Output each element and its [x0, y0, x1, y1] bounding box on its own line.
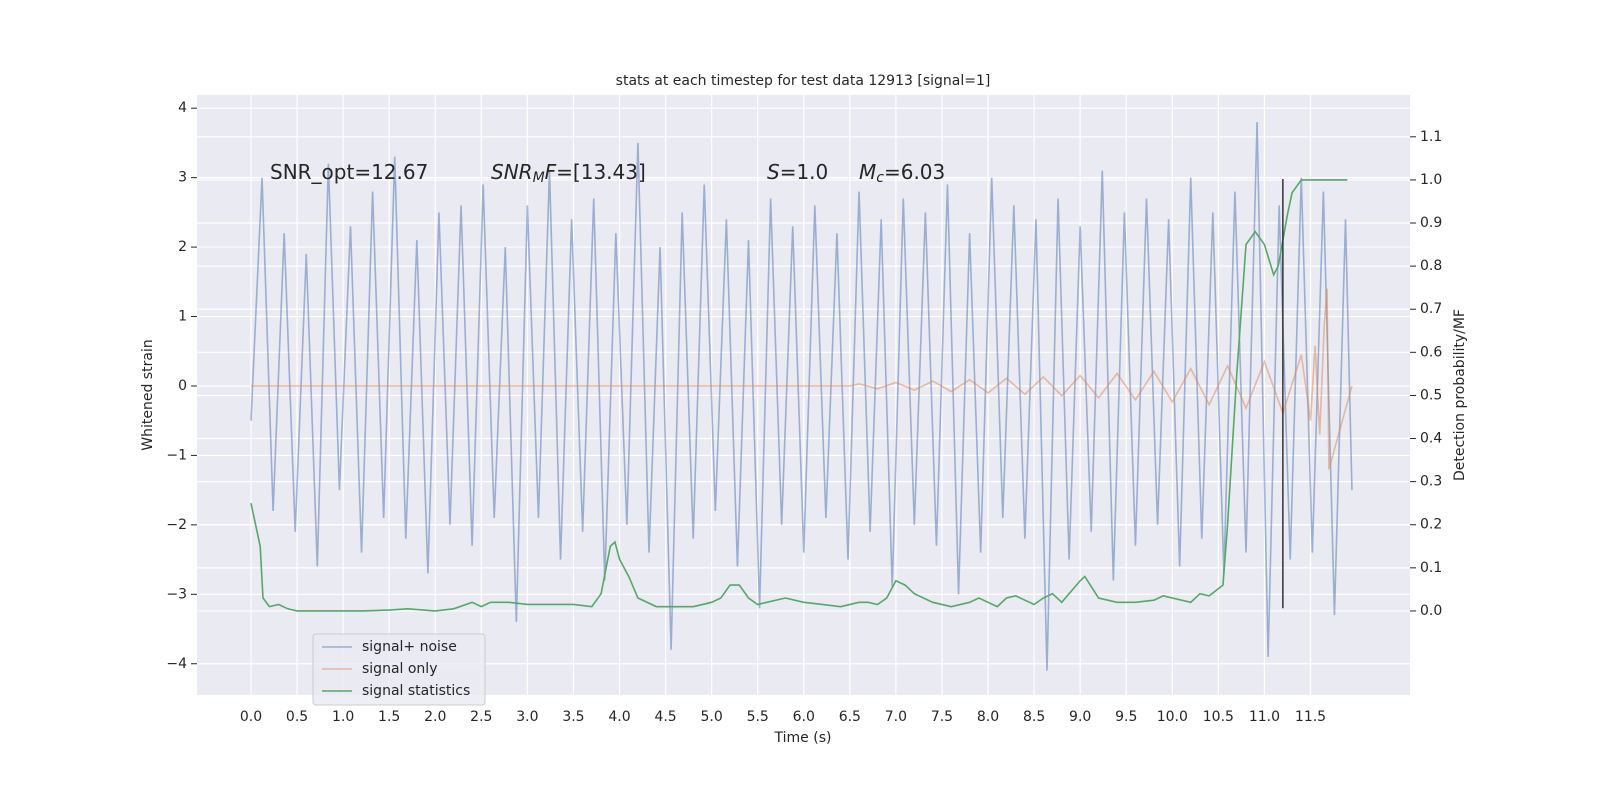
x-tick-label: 11.5 [1295, 709, 1326, 725]
y2-tick-label: 0.1 [1420, 560, 1442, 576]
annotation-part: =6.03 [884, 160, 945, 184]
x-tick-label: 0.5 [286, 709, 308, 725]
y2-tick-label: 0.6 [1420, 344, 1442, 360]
series-line [250, 288, 1353, 470]
legend-label: signal+ noise [362, 639, 457, 655]
legend-label: signal only [362, 661, 437, 677]
annotation: SNR_opt=12.67 [270, 160, 428, 184]
annotation-part: =1.0 [780, 160, 829, 184]
annotation-part: F [545, 160, 557, 184]
x-tick-label: 5.0 [701, 709, 723, 725]
x-tick-label: 2.0 [424, 709, 446, 725]
x-tick-label: 8.0 [977, 709, 999, 725]
x-axis-label: Time (s) [774, 730, 832, 746]
y-tick-label: 3 [178, 170, 187, 186]
x-tick-label: 4.0 [608, 709, 630, 725]
y2-tick-label: 0.4 [1420, 431, 1442, 447]
annotation-part: c [876, 170, 884, 186]
x-tick-label: 9.5 [1115, 709, 1137, 725]
x-tick-label: 6.5 [839, 709, 861, 725]
legend-box [312, 633, 486, 706]
annotation-part: M [533, 170, 545, 186]
y-tick-label: 1 [178, 309, 187, 325]
y-tick-label: 4 [178, 100, 187, 116]
x-tick-label: 10.5 [1203, 709, 1234, 725]
series-line [250, 179, 1348, 612]
y2-tick-label: 0.0 [1420, 603, 1442, 619]
series-line [250, 122, 1353, 671]
x-tick-label: 7.5 [931, 709, 953, 725]
y-tick-label: −4 [166, 656, 187, 672]
y2-tick-label: 0.7 [1420, 301, 1442, 317]
y2-tick-label: 0.9 [1420, 215, 1442, 231]
legend-label: signal statistics [362, 683, 470, 699]
annotation-part: SNR [491, 160, 533, 184]
y-tick-label: −1 [166, 447, 187, 463]
x-tick-label: 9.0 [1069, 709, 1091, 725]
x-tick-label: 4.5 [654, 709, 676, 725]
annotation-part: S [767, 160, 780, 184]
x-tick-label: 1.5 [378, 709, 400, 725]
x-tick-label: 8.5 [1023, 709, 1045, 725]
x-tick-label: 1.0 [332, 709, 354, 725]
y-axis-label: Whitened strain [140, 339, 156, 450]
x-tick-label: 10.0 [1157, 709, 1188, 725]
y2-tick-label: 1.1 [1420, 129, 1442, 145]
x-tick-label: 3.0 [516, 709, 538, 725]
y2-tick-label: 0.5 [1420, 387, 1442, 403]
annotation-part: M [859, 160, 876, 184]
chart-title: stats at each timestep for test data 129… [616, 73, 991, 89]
x-tick-label: 5.5 [747, 709, 769, 725]
x-tick-label: 3.5 [562, 709, 584, 725]
y-tick-label: 2 [178, 239, 187, 255]
y-tick-label: −3 [166, 586, 187, 602]
annotation: S=1.0 [767, 160, 828, 184]
y2-tick-label: 0.3 [1420, 474, 1442, 490]
x-tick-label: 2.5 [470, 709, 492, 725]
x-tick-label: 11.0 [1249, 709, 1280, 725]
y-tick-label: 0 [178, 378, 187, 394]
x-tick-label: 6.0 [793, 709, 815, 725]
annotation-part: SNR_opt=12.67 [270, 160, 428, 184]
y2-tick-label: 0.2 [1420, 517, 1442, 533]
y2-tick-label: 0.8 [1420, 258, 1442, 274]
x-tick-label: 7.0 [885, 709, 907, 725]
y-tick-label: −2 [166, 517, 187, 533]
x-tick-label: 0.0 [240, 709, 262, 725]
annotation: SNRMF=[13.43] [491, 160, 646, 187]
y2-axis-label: Detection probability/MF [1452, 309, 1468, 481]
y2-tick-label: 1.0 [1420, 172, 1442, 188]
annotation-part: =[13.43] [556, 160, 646, 184]
annotation: Mc=6.03 [859, 160, 945, 187]
